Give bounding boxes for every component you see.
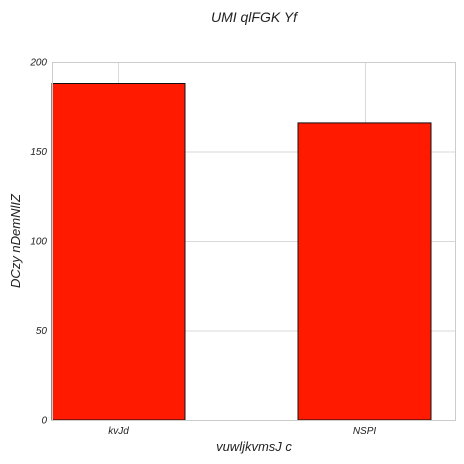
x-tick-label: NSPI (353, 426, 377, 437)
y-axis-label: DCzy nDemNlIZ (8, 193, 23, 288)
ticks-layer: 0 50 100 150 200 kvJd NSPI (29, 58, 376, 438)
y-tick-label: 50 (36, 326, 48, 337)
bars-layer (51, 83, 432, 421)
bar-NSPI (297, 122, 432, 421)
y-tick-label: 150 (30, 147, 47, 158)
y-tick-label: 100 (30, 237, 47, 248)
bar-kvJd (51, 83, 186, 421)
y-tick-label: 0 (41, 416, 47, 427)
x-tick-label: kvJd (108, 426, 129, 437)
y-tick-label: 200 (29, 58, 47, 69)
x-axis-label: vuwljkvmsJ c (216, 439, 292, 454)
chart-title: UMI qlFGK Yf (211, 9, 299, 25)
plot-frame (52, 62, 456, 421)
